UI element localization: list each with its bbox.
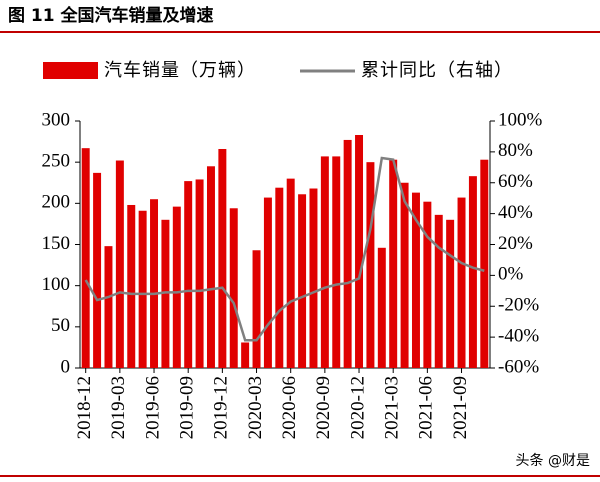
y-tick-label: 150 bbox=[42, 233, 71, 254]
bar bbox=[184, 181, 193, 368]
bar bbox=[195, 179, 204, 368]
x-tick-label: 2019-12 bbox=[211, 376, 232, 439]
y2-tick-label: -40% bbox=[498, 325, 539, 346]
bar bbox=[457, 197, 466, 368]
y2-tick-label: 20% bbox=[498, 233, 533, 254]
bar bbox=[161, 219, 170, 368]
line bbox=[84, 156, 485, 342]
x-tick-label: 2020-12 bbox=[347, 376, 368, 439]
bar bbox=[93, 172, 102, 368]
y2-tick-label: 100% bbox=[498, 109, 543, 130]
legend-swatch bbox=[43, 62, 98, 79]
chart-title: 图 11 全国汽车销量及增速 bbox=[8, 5, 214, 26]
bar bbox=[480, 159, 489, 368]
x-tick-label: 2021-03 bbox=[382, 376, 403, 439]
bar bbox=[309, 188, 318, 368]
bar bbox=[218, 148, 227, 368]
bar bbox=[468, 176, 477, 368]
x-tick-label: 2020-03 bbox=[245, 376, 266, 439]
watermark: 头条 @财是 bbox=[516, 452, 590, 469]
x-tick-label: 2020-06 bbox=[279, 376, 300, 439]
y-tick-label: 100 bbox=[42, 274, 71, 295]
bar bbox=[115, 160, 124, 368]
bar bbox=[400, 182, 409, 368]
legend-label: 累计同比（右轴） bbox=[361, 60, 513, 81]
y-tick-label: 200 bbox=[42, 192, 71, 213]
bar bbox=[355, 134, 364, 368]
bar bbox=[286, 178, 295, 368]
bar bbox=[138, 210, 147, 368]
y-tick-label: 0 bbox=[61, 356, 71, 377]
bar bbox=[389, 159, 398, 368]
bar bbox=[275, 187, 284, 368]
y2-tick-label: 0% bbox=[498, 264, 524, 285]
bar bbox=[127, 204, 136, 368]
y2-tick-label: -20% bbox=[498, 295, 539, 316]
bar bbox=[229, 208, 238, 368]
bar bbox=[206, 166, 215, 368]
bar bbox=[263, 197, 272, 368]
bar bbox=[320, 156, 329, 368]
x-tick-label: 2019-09 bbox=[177, 376, 198, 439]
y2-tick-label: 60% bbox=[498, 171, 533, 192]
x-tick-label: 2018-12 bbox=[74, 376, 95, 439]
bar bbox=[434, 214, 443, 368]
bar bbox=[241, 342, 250, 368]
bar bbox=[366, 162, 375, 368]
legend-label: 汽车销量（万辆） bbox=[104, 60, 256, 81]
y-tick-label: 300 bbox=[42, 109, 71, 130]
bar bbox=[252, 250, 261, 368]
bar bbox=[298, 194, 307, 368]
bar bbox=[343, 139, 352, 368]
bar bbox=[377, 247, 386, 368]
bar bbox=[446, 219, 455, 368]
bar bbox=[332, 156, 341, 368]
bar bbox=[172, 206, 181, 368]
y-tick-label: 50 bbox=[51, 315, 70, 336]
x-tick-label: 2019-06 bbox=[142, 376, 163, 439]
x-tick-label: 2021-06 bbox=[416, 376, 437, 439]
y2-tick-label: 80% bbox=[498, 140, 533, 161]
x-tick-label: 2020-09 bbox=[313, 376, 334, 439]
bar bbox=[150, 199, 159, 368]
x-tick-label: 2021-09 bbox=[450, 376, 471, 439]
y2-tick-label: 40% bbox=[498, 202, 533, 223]
bar bbox=[411, 192, 420, 368]
y-tick-label: 250 bbox=[42, 151, 71, 172]
bar bbox=[81, 148, 90, 368]
bar bbox=[104, 246, 113, 368]
y2-tick-label: -60% bbox=[498, 356, 539, 377]
bar bbox=[423, 201, 432, 368]
x-tick-label: 2019-03 bbox=[108, 376, 129, 439]
